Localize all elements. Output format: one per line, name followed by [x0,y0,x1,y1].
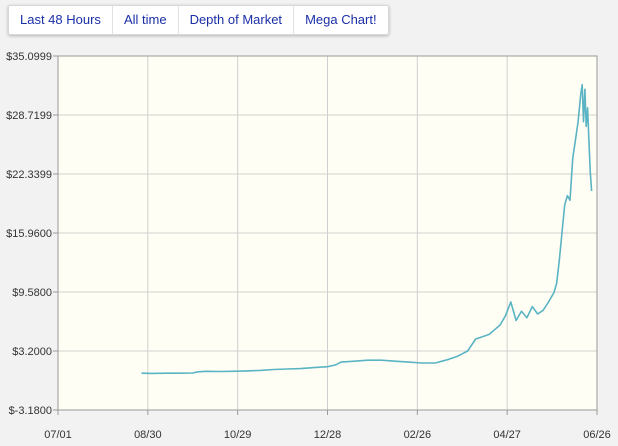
x-tick-label: 10/29 [224,429,252,441]
y-tick-label: $15.9600 [6,228,52,240]
x-axis-tick-labels: 07/01 08/30 10/29 12/28 02/26 04/27 06/26 [44,429,611,441]
chart-range-tabs: Last 48 Hours All time Depth of Market M… [8,5,389,35]
tab-all-time[interactable]: All time [113,6,179,34]
tab-depth-of-market[interactable]: Depth of Market [179,6,295,34]
y-tick-label: $28.7199 [6,110,52,122]
y-tick-label: $22.3399 [6,169,52,181]
plot-frame [57,55,598,411]
tab-last-48-hours[interactable]: Last 48 Hours [9,6,113,34]
price-series-line [141,83,593,375]
x-tick-label: 06/26 [583,429,611,441]
y-tick-label: $9.5800 [12,287,52,299]
x-tick-label: 08/30 [134,429,162,441]
y-axis-tick-labels: $35.0999 $28.7199 $22.3399 $15.9600 $9.5800 $… [6,51,52,417]
tab-mega-chart[interactable]: Mega Chart! [305,12,377,27]
y-tick-label: $-3.1800 [9,405,52,417]
x-tick-label: 04/27 [493,429,521,441]
y-tick-label: $3.2000 [12,346,52,358]
y-tick-label: $35.0999 [6,51,52,63]
x-tick-label: 07/01 [44,429,72,441]
price-chart-svg: $35.0999 $28.7199 $22.3399 $15.9600 $9.5800 $… [6,51,611,441]
x-tick-label: 12/28 [314,429,342,441]
price-chart: $35.0999 $28.7199 $22.3399 $15.9600 $9.5800 $… [0,40,618,446]
x-tick-label: 02/26 [404,429,432,441]
